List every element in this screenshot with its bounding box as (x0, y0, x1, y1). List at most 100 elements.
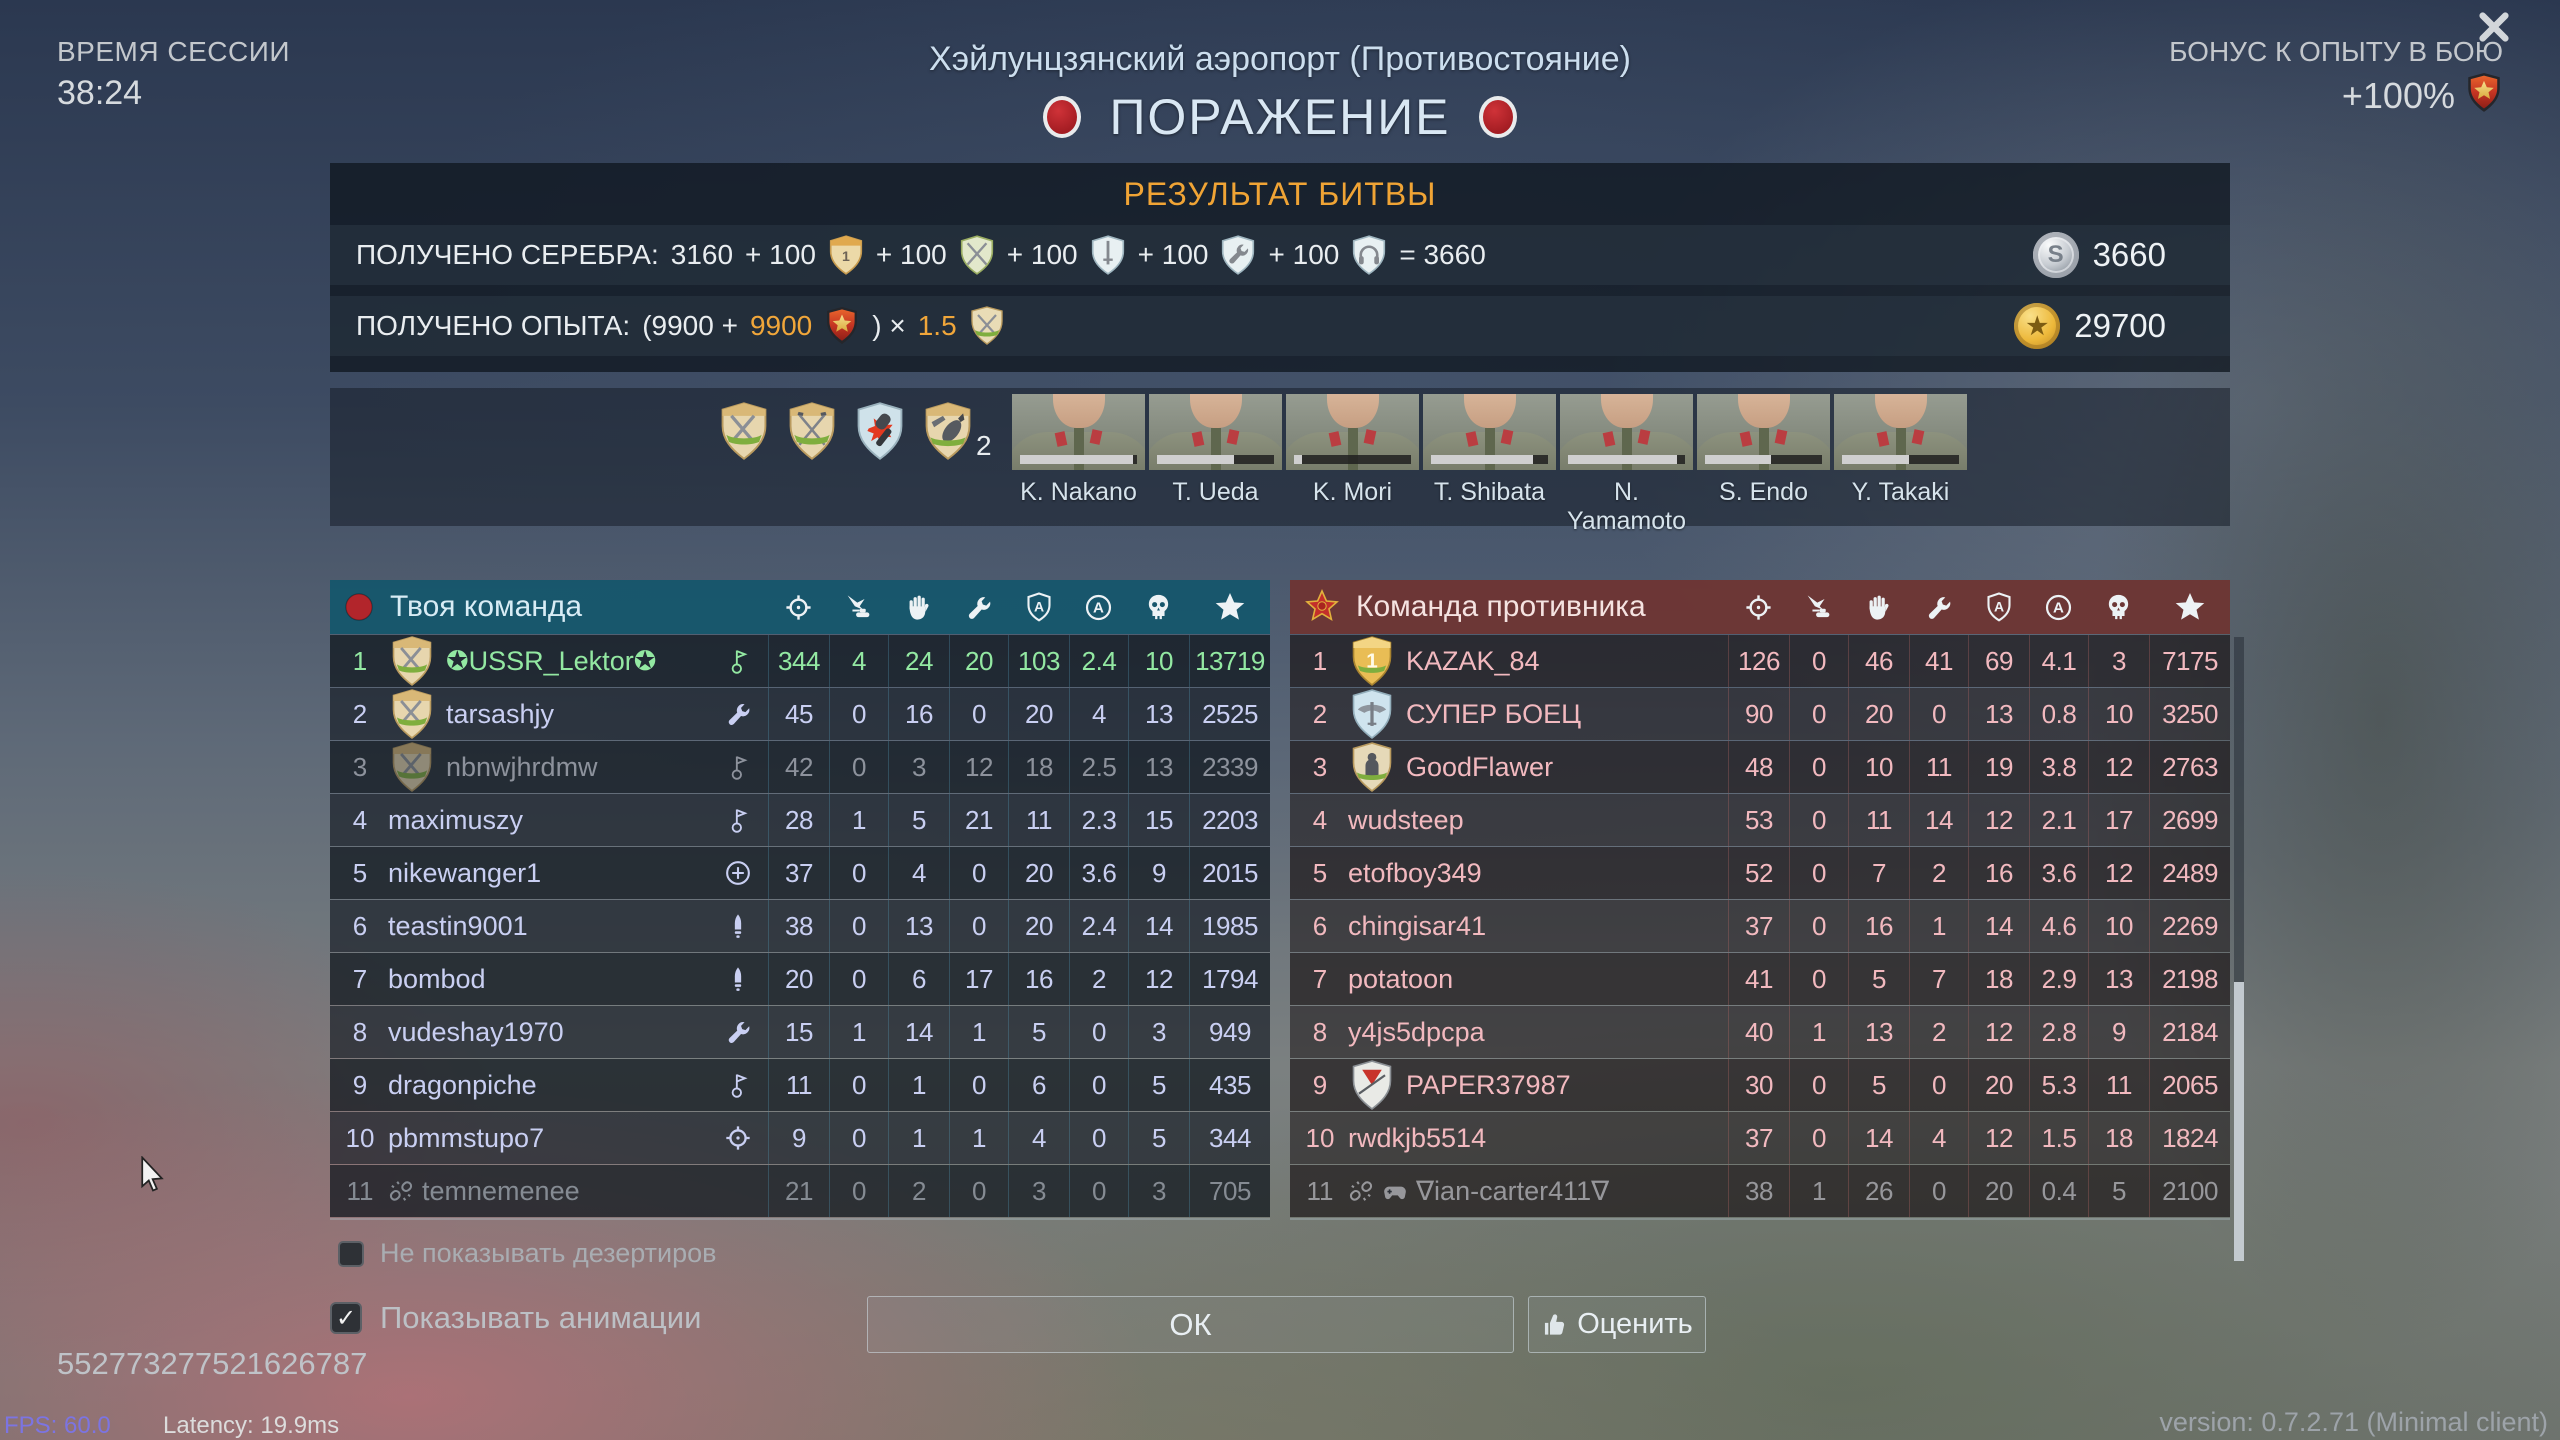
player-name[interactable]: temnemenee (422, 1175, 580, 1206)
column-header (2088, 593, 2149, 622)
scrollbar-thumb[interactable] (2234, 982, 2244, 1261)
formula-token: 9900 (749, 310, 813, 341)
player-name[interactable]: nbnwjhrdmw (446, 751, 598, 782)
svg-text:1: 1 (1366, 650, 1377, 673)
player-row[interactable]: 5 nikewanger1 37 0 4 0 20 3.6 9 2015 (330, 847, 1270, 899)
stat-cell: 13 (1968, 688, 2029, 740)
stat-cell: 4.1 (2029, 635, 2088, 687)
player-name[interactable]: etofboy349 (1348, 857, 1482, 888)
stat-cell: 52 (1728, 847, 1789, 899)
red-circle-icon (344, 592, 374, 622)
ok-button[interactable]: ОК (867, 1296, 1514, 1353)
player-name[interactable]: y4js5dpcpa (1348, 1016, 1485, 1047)
show-animations-checkbox[interactable]: ✓ Показывать анимации (330, 1300, 701, 1336)
shield-a-icon: A (1985, 591, 2013, 623)
stat-cell: 42 (768, 741, 829, 793)
stat-cell: 1 (829, 794, 888, 846)
player-name[interactable]: ∇ian-carter411∇ (1416, 1175, 1610, 1206)
stat-cell: 3 (2088, 635, 2149, 687)
player-name[interactable]: bombod (388, 963, 486, 994)
stat-cell: 16 (1968, 847, 2029, 899)
player-name[interactable]: teastin9001 (388, 910, 528, 941)
player-name[interactable]: maximuszy (388, 804, 524, 835)
medal-gold1-icon: 1 (1350, 636, 1394, 686)
ok-button-label: ОК (1169, 1306, 1212, 1342)
crew-xp-bar (1157, 455, 1274, 464)
player-name[interactable]: GoodFlawer (1406, 751, 1554, 782)
player-row[interactable]: 5 etofboy349 52 0 7 2 16 3.6 12 2489 (1290, 847, 2230, 899)
player-row[interactable]: 6 teastin9001 38 0 13 0 20 2.4 14 1985 (330, 900, 1270, 952)
battle-outcome-text: ПОРАЖЕНИЕ (1109, 89, 1451, 145)
stat-cell: 2100 (2149, 1165, 2230, 1217)
player-row[interactable]: 2 tarsashjy 45 0 16 0 20 4 13 2525 (330, 688, 1270, 740)
player-row[interactable]: 9 dragonpiche 11 0 1 0 6 0 5 435 (330, 1059, 1270, 1111)
stat-cell: 0 (1069, 1059, 1128, 1111)
stat-cell: 0 (1909, 688, 1968, 740)
silver-earned-row: ПОЛУЧЕНО СЕРЕБРА: 3160 + 100 1 + 100 + 100 + … (330, 225, 2230, 285)
crew-portrait (1012, 394, 1145, 470)
player-rank: 5 (1312, 857, 1328, 888)
formula-token: 1.5 (917, 310, 957, 341)
player-row[interactable]: 3 nbnwjhrdmw 42 0 3 12 18 2.5 13 2339 (330, 741, 1270, 793)
stat-cell: 4 (888, 847, 949, 899)
stat-cell: 6 (888, 953, 949, 1005)
stat-cell: 2 (888, 1165, 949, 1217)
player-rank: 1 (1312, 645, 1328, 676)
stat-cell: 2.8 (2029, 1006, 2088, 1058)
stat-cell: 41 (1909, 635, 1968, 687)
stat-cell: 2 (1069, 953, 1128, 1005)
player-row[interactable]: 8 y4js5dpcpa 40 1 13 2 12 2.8 9 2184 (1290, 1006, 2230, 1058)
player-name[interactable]: vudeshay1970 (388, 1016, 564, 1047)
player-row[interactable]: 10 rwdkjb5514 37 0 14 4 12 1.5 18 1824 (1290, 1112, 2230, 1164)
earned-medals: 2 (718, 402, 992, 460)
medal-clan-icon (1350, 1060, 1394, 1110)
hide-deserters-checkbox[interactable]: Не показывать дезертиров (338, 1238, 716, 1269)
player-name[interactable]: СУПЕР БОЕЦ (1406, 698, 1582, 729)
player-row[interactable]: 10 pbmmstupo7 9 0 1 1 4 0 5 344 (330, 1112, 1270, 1164)
close-button[interactable] (2476, 10, 2512, 46)
player-row[interactable]: 11 ∇ian-carter411∇ 38 1 26 0 20 0.4 5 2100 (1290, 1165, 2230, 1217)
player-name[interactable]: pbmmstupo7 (388, 1122, 545, 1153)
player-row[interactable]: 6 chingisar41 37 0 16 1 14 4.6 10 2269 (1290, 900, 2230, 952)
scrollbar-track[interactable] (2234, 637, 2244, 1261)
stat-cell: 17 (949, 953, 1008, 1005)
player-name[interactable]: potatoon (1348, 963, 1454, 994)
stat-cell: 45 (768, 688, 829, 740)
stat-cell: 2.3 (1069, 794, 1128, 846)
stat-cell: 0 (1789, 794, 1848, 846)
crew-portrait (1560, 394, 1693, 470)
stat-cell: 18 (1008, 741, 1069, 793)
stat-cell: 18 (2088, 1112, 2149, 1164)
player-row[interactable]: 4 wudsteep 53 0 11 14 12 2.1 17 2699 (1290, 794, 2230, 846)
player-name[interactable]: rwdkjb5514 (1348, 1122, 1487, 1153)
checkbox-icon[interactable] (338, 1240, 364, 1267)
player-name[interactable]: nikewanger1 (388, 857, 542, 888)
crew-xp-bar (1020, 455, 1137, 464)
player-row[interactable]: 2 СУПЕР БОЕЦ 90 0 20 0 13 0.8 10 3250 (1290, 688, 2230, 740)
player-row[interactable]: 9 PAPER37987 30 0 5 0 20 5.3 11 2065 (1290, 1059, 2230, 1111)
player-name[interactable]: ✪USSR_Lektor✪ (446, 645, 657, 676)
stat-cell: 3 (1008, 1165, 1069, 1217)
player-row[interactable]: 8 vudeshay1970 15 1 14 1 5 0 3 949 (330, 1006, 1270, 1058)
medal-rifles-award-icon (786, 402, 838, 460)
player-name[interactable]: KAZAK_84 (1406, 645, 1540, 676)
player-row[interactable]: 7 potatoon 41 0 5 7 18 2.9 13 2198 (1290, 953, 2230, 1005)
player-row[interactable]: 7 bombod 20 0 6 17 16 2 12 1794 (330, 953, 1270, 1005)
player-row[interactable]: 1 1 KAZAK_84 126 0 46 41 69 4.1 3 7175 (1290, 635, 2230, 687)
mini-swords-medal-icon (959, 235, 995, 275)
player-row[interactable]: 3 GoodFlawer 48 0 10 11 19 3.8 12 2763 (1290, 741, 2230, 793)
player-name[interactable]: wudsteep (1348, 804, 1464, 835)
player-name[interactable]: chingisar41 (1348, 910, 1487, 941)
hand-icon (1864, 593, 1893, 622)
player-row[interactable]: 4 maximuszy 28 1 5 21 11 2.3 15 2203 (330, 794, 1270, 846)
rate-button[interactable]: Оценить (1528, 1296, 1706, 1353)
player-row[interactable]: 1 ✪USSR_Lektor✪ 344 4 24 20 103 2.4 10 13719 (330, 635, 1270, 687)
checkbox-icon[interactable]: ✓ (330, 1302, 362, 1334)
column-header (888, 593, 949, 622)
player-row[interactable]: 11 temnemenee 21 0 2 0 3 0 3 705 (330, 1165, 1270, 1217)
skull-icon (2104, 593, 2133, 622)
player-name[interactable]: PAPER37987 (1406, 1069, 1571, 1100)
stat-cell: 12 (1128, 953, 1189, 1005)
player-name[interactable]: tarsashjy (446, 698, 555, 729)
player-name[interactable]: dragonpiche (388, 1069, 537, 1100)
